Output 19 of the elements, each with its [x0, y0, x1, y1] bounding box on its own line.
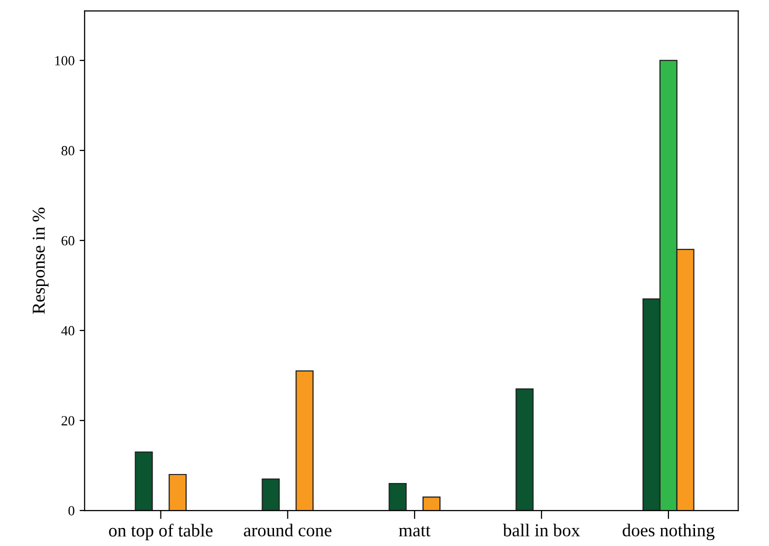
x-tick-label: on top of table [109, 524, 213, 540]
bar [516, 388, 534, 511]
x-tick-label: matt [398, 526, 431, 536]
y-tick-label: 100 [55, 56, 74, 66]
y-tick-label: 20 [62, 416, 74, 426]
x-tick-label: ball in box [502, 524, 580, 536]
bar [388, 482, 407, 511]
x-tick-label: does nothing [622, 524, 714, 540]
bar [168, 474, 187, 511]
y-tick-label: 80 [62, 146, 74, 156]
bar [296, 370, 314, 511]
bar [262, 478, 280, 511]
y-tick-label: 60 [62, 236, 74, 246]
y-axis-title: Response in % [32, 208, 48, 314]
y-tick-label: 40 [61, 326, 74, 336]
bar [422, 496, 441, 511]
x-tick-label: around cone [244, 524, 332, 536]
y-tick-label: 0 [68, 506, 74, 516]
bar [134, 451, 153, 511]
